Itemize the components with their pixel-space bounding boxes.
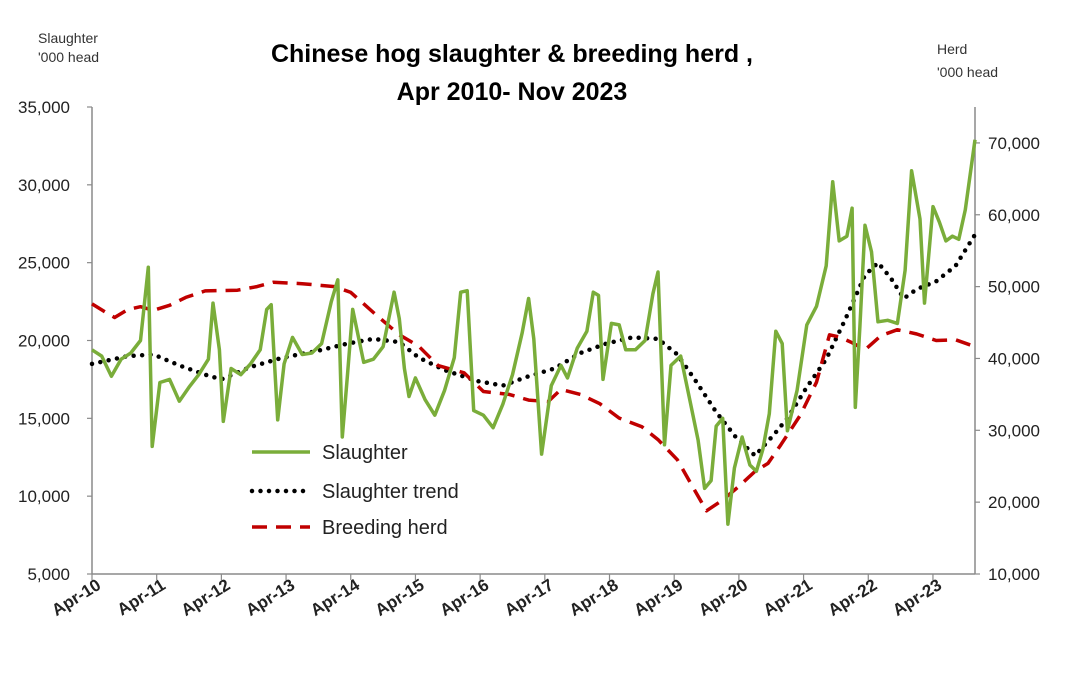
right-axis-unit-line1: Herd [937, 41, 967, 57]
right-tick-label: 60,000 [988, 206, 1040, 225]
left-tick-label: 30,000 [18, 176, 70, 195]
right-tick-label: 70,000 [988, 134, 1040, 153]
chart-title-line1: Chinese hog slaughter & breeding herd , [271, 40, 753, 68]
left-axis-ticks: 5,000 10,000 15,000 20,000 25,000 30,000 35,00… [18, 98, 92, 584]
right-axis-unit-line2: '000 head [937, 64, 998, 80]
right-tick-label: 20,000 [988, 493, 1040, 512]
left-axis-unit-line1: Slaughter [38, 30, 98, 46]
legend: Slaughter Slaughter trend Breeding herd [249, 442, 459, 539]
legend-slaughter-label: Slaughter [322, 442, 408, 464]
series-layer [89, 139, 978, 526]
left-tick-label: 5,000 [27, 565, 70, 584]
left-axis-unit-line2: '000 head [38, 49, 99, 65]
legend-slaughter-trend-label: Slaughter trend [322, 481, 459, 503]
chart-title-line2: Apr 2010- Nov 2023 [397, 78, 628, 106]
left-tick-label: 25,000 [18, 254, 70, 273]
left-tick-label: 35,000 [18, 98, 70, 117]
right-tick-label: 40,000 [988, 349, 1040, 368]
right-axis-ticks: 10,000 20,000 30,000 40,000 50,000 60,000 70,0… [975, 134, 1040, 584]
right-tick-label: 10,000 [988, 565, 1040, 584]
right-tick-label: 30,000 [988, 421, 1040, 440]
left-tick-label: 20,000 [18, 332, 70, 351]
slaughter-line [91, 139, 977, 526]
left-tick-label: 15,000 [18, 409, 70, 428]
left-tick-label: 10,000 [18, 487, 70, 506]
breeding-herd-line [91, 280, 973, 513]
legend-breeding-herd-label: Breeding herd [322, 517, 448, 539]
right-tick-label: 50,000 [988, 278, 1040, 297]
